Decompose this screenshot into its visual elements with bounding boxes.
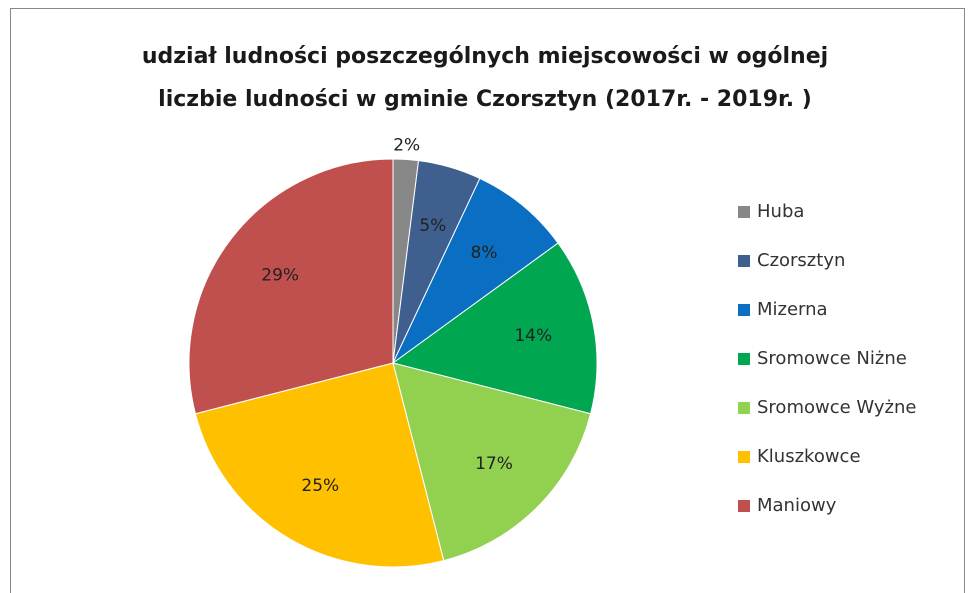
data-label: 17% xyxy=(475,454,513,474)
legend-swatch xyxy=(738,451,750,463)
legend-label: Kluszkowce xyxy=(757,446,861,467)
legend-swatch xyxy=(738,206,750,218)
legend-label: Mizerna xyxy=(757,299,828,320)
legend-label: Sromowce Niżne xyxy=(757,348,907,369)
data-label: 14% xyxy=(514,326,552,346)
legend-label: Huba xyxy=(757,201,804,222)
pie-slice xyxy=(392,177,559,364)
legend-swatch xyxy=(738,402,750,414)
chart-title: udział ludności poszczególnych miejscowo… xyxy=(142,44,828,69)
chart-title: liczbie ludności w gminie Czorsztyn (201… xyxy=(158,87,812,112)
legend-label: Maniowy xyxy=(757,495,837,516)
legend-label: Sromowce Wyżne xyxy=(757,397,916,418)
data-label: 8% xyxy=(471,243,498,263)
data-label: 29% xyxy=(261,265,299,285)
pie-slice xyxy=(188,158,394,415)
legend-label: Czorsztyn xyxy=(757,250,845,271)
legend-swatch xyxy=(738,304,750,316)
legend-swatch xyxy=(738,500,750,512)
pie-slice xyxy=(194,362,445,568)
legend-swatch xyxy=(738,353,750,365)
pie-slice xyxy=(391,242,598,415)
data-label: 2% xyxy=(393,135,420,155)
legend-swatch xyxy=(738,255,750,267)
pie-slice xyxy=(392,362,592,562)
data-label: 25% xyxy=(301,476,339,496)
data-label: 5% xyxy=(419,216,446,236)
